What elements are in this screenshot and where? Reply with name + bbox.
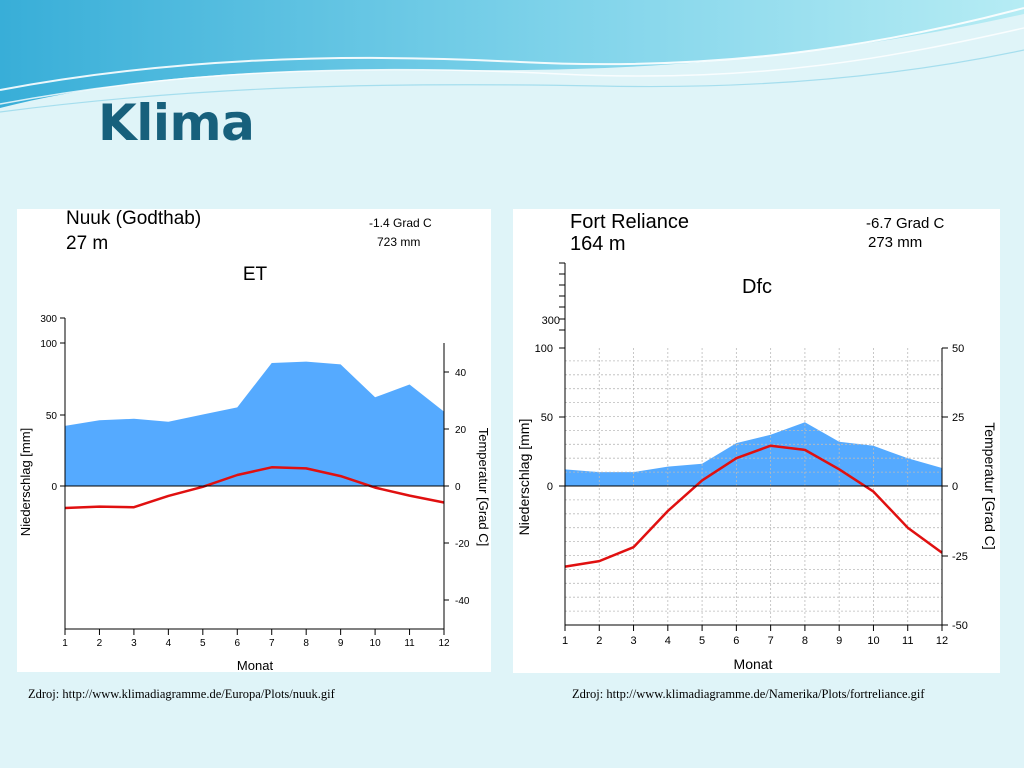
precipitation-area — [565, 422, 942, 486]
y-axis-label-left: Niederschlag [mm] — [516, 419, 532, 536]
temp-tick-label: -40 — [455, 596, 470, 607]
right-axis-ticks — [444, 371, 449, 601]
x-tick-label: 4 — [665, 635, 671, 647]
precip-tick-label: 50 — [46, 411, 58, 422]
x-tick-label: 10 — [370, 638, 382, 649]
climate-class: ET — [243, 264, 268, 285]
climate-chart-fort-reliance: Fort Reliance 164 m -6.7 Grad C 273 mm D… — [513, 209, 1000, 673]
x-tick-label: 6 — [733, 635, 739, 647]
x-tick-label: 2 — [97, 638, 103, 649]
precip-tick-label: 0 — [51, 482, 57, 493]
temperature-line — [64, 466, 445, 510]
climate-class: Dfc — [742, 276, 772, 298]
x-tick-label: 1 — [62, 638, 68, 649]
x-tick-label: 7 — [269, 638, 275, 649]
x-tick-label: 12 — [936, 635, 948, 647]
x-tick-label: 2 — [596, 635, 602, 647]
x-tick-label: 11 — [404, 638, 415, 649]
station-elevation: 164 m — [570, 233, 626, 255]
temp-tick-label: 40 — [455, 368, 467, 379]
precip-tick-label: 0 — [547, 481, 553, 493]
climate-chart-nuuk: Nuuk (Godthab) 27 m -1.4 Grad C 723 mm E… — [17, 209, 491, 672]
x-tick-label: 8 — [303, 638, 309, 649]
x-tick-label: 5 — [200, 638, 206, 649]
source-citation-nuuk: Zdroj: http://www.klimadiagramme.de/Euro… — [28, 687, 335, 701]
temperature-line — [564, 444, 943, 568]
station-name: Fort Reliance — [570, 211, 689, 233]
x-tick-label: 9 — [338, 638, 344, 649]
temp-tick-label: 25 — [952, 412, 964, 424]
x-tick-label: 3 — [131, 638, 137, 649]
temp-tick-label: -20 — [455, 539, 470, 550]
temp-tick-label: 50 — [952, 343, 964, 355]
temp-tick-label: 20 — [455, 425, 467, 436]
x-axis-label: Monat — [734, 656, 773, 672]
temp-tick-label: 0 — [455, 482, 461, 493]
precipitation-layer — [565, 422, 942, 486]
x-tick-label: 10 — [867, 635, 879, 647]
chart-svg-nuuk: Nuuk (Godthab) 27 m -1.4 Grad C 723 mm E… — [18, 209, 491, 672]
x-tick-label: 11 — [902, 635, 913, 647]
precip-tick-label: 50 — [541, 412, 553, 424]
right-axis-ticks — [942, 347, 948, 626]
annual-precipitation: 273 mm — [868, 234, 922, 251]
temperature-layer — [64, 466, 445, 510]
y-axis-label-right: Temperatur [Grad C] — [476, 428, 491, 547]
annual-precipitation: 723 mm — [377, 235, 420, 249]
x-axis-label: Monat — [237, 658, 274, 672]
x-tick-label: 8 — [802, 635, 808, 647]
precip-tick-label: 100 — [40, 339, 57, 350]
slide-title: Klima — [98, 94, 255, 152]
chart-svg-fort-reliance: Fort Reliance 164 m -6.7 Grad C 273 mm D… — [516, 211, 998, 672]
x-tick-label: 6 — [234, 638, 240, 649]
station-elevation: 27 m — [66, 233, 108, 254]
station-name: Nuuk (Godthab) — [66, 209, 201, 229]
precip-tick-label: 300 — [40, 314, 57, 325]
x-tick-label: 9 — [836, 635, 842, 647]
temp-tick-label: -50 — [952, 620, 968, 632]
left-axis-ticks — [60, 317, 65, 487]
temp-tick-label: -25 — [952, 551, 968, 563]
left-axis-ticks — [559, 262, 565, 487]
temp-tick-label: 0 — [952, 481, 958, 493]
x-tick-label: 12 — [438, 638, 450, 649]
x-axis-ticks: 1 2 3 4 5 6 7 8 9 10 11 12 — [562, 625, 948, 647]
x-tick-label: 7 — [768, 635, 774, 647]
precipitation-area — [65, 361, 444, 486]
source-citation-fort-reliance: Zdroj: http://www.klimadiagramme.de/Name… — [572, 687, 925, 701]
mean-temperature: -1.4 Grad C — [369, 216, 432, 230]
precip-tick-label: 100 — [535, 343, 553, 355]
y-axis-label-left: Niederschlag [mm] — [18, 428, 33, 536]
precipitation-layer — [65, 361, 444, 486]
y-axis-label-right: Temperatur [Grad C] — [982, 422, 998, 550]
x-tick-label: 5 — [699, 635, 705, 647]
temperature-layer — [564, 444, 943, 568]
header-wave-decoration — [0, 0, 1024, 113]
x-axis-ticks: 1 2 3 4 5 6 7 8 9 10 11 12 — [62, 629, 450, 649]
x-tick-label: 1 — [562, 635, 568, 647]
mean-temperature: -6.7 Grad C — [866, 215, 945, 232]
precip-tick-label: 300 — [542, 315, 560, 327]
x-tick-label: 3 — [630, 635, 636, 647]
x-tick-label: 4 — [166, 638, 172, 649]
